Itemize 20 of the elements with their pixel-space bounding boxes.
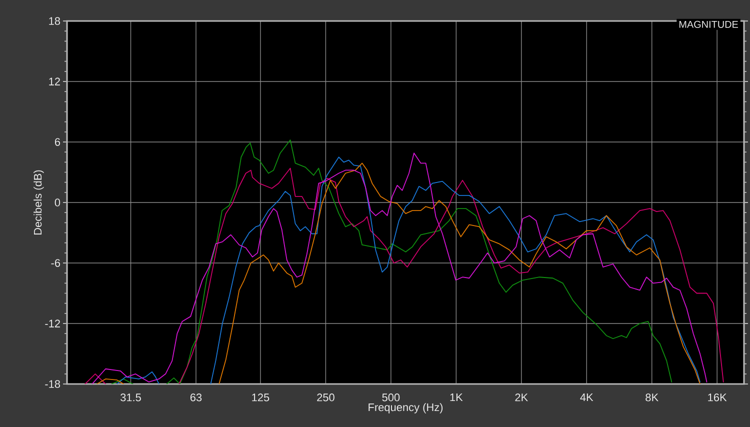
y-axis-title: Decibels (dB) bbox=[34, 170, 44, 234]
x-tick-label: 250 bbox=[317, 394, 334, 402]
y-tick-label: -18 bbox=[45, 380, 60, 388]
x-tick-label: 4K bbox=[580, 394, 594, 402]
y-tick-label: 12 bbox=[49, 78, 60, 86]
x-axis-title: Frequency (Hz) bbox=[368, 403, 443, 414]
x-tick-label: 2K bbox=[515, 394, 528, 402]
x-tick-label: 63 bbox=[190, 394, 202, 402]
x-tick-label: 16K bbox=[708, 394, 727, 402]
x-tick-label: 31.5 bbox=[120, 394, 141, 402]
chart-title: MAGNITUDE bbox=[679, 20, 738, 28]
x-tick-label: 500 bbox=[382, 394, 400, 402]
y-tick-label: 0 bbox=[54, 198, 60, 206]
x-tick-label: 125 bbox=[252, 394, 270, 402]
x-tick-label: 1K bbox=[450, 394, 463, 402]
y-tick-label: 18 bbox=[49, 17, 60, 25]
y-tick-label: -6 bbox=[51, 259, 60, 267]
y-tick-label: -12 bbox=[45, 320, 60, 328]
x-tick-label: 8K bbox=[646, 394, 658, 402]
y-tick-label: 6 bbox=[54, 138, 60, 146]
